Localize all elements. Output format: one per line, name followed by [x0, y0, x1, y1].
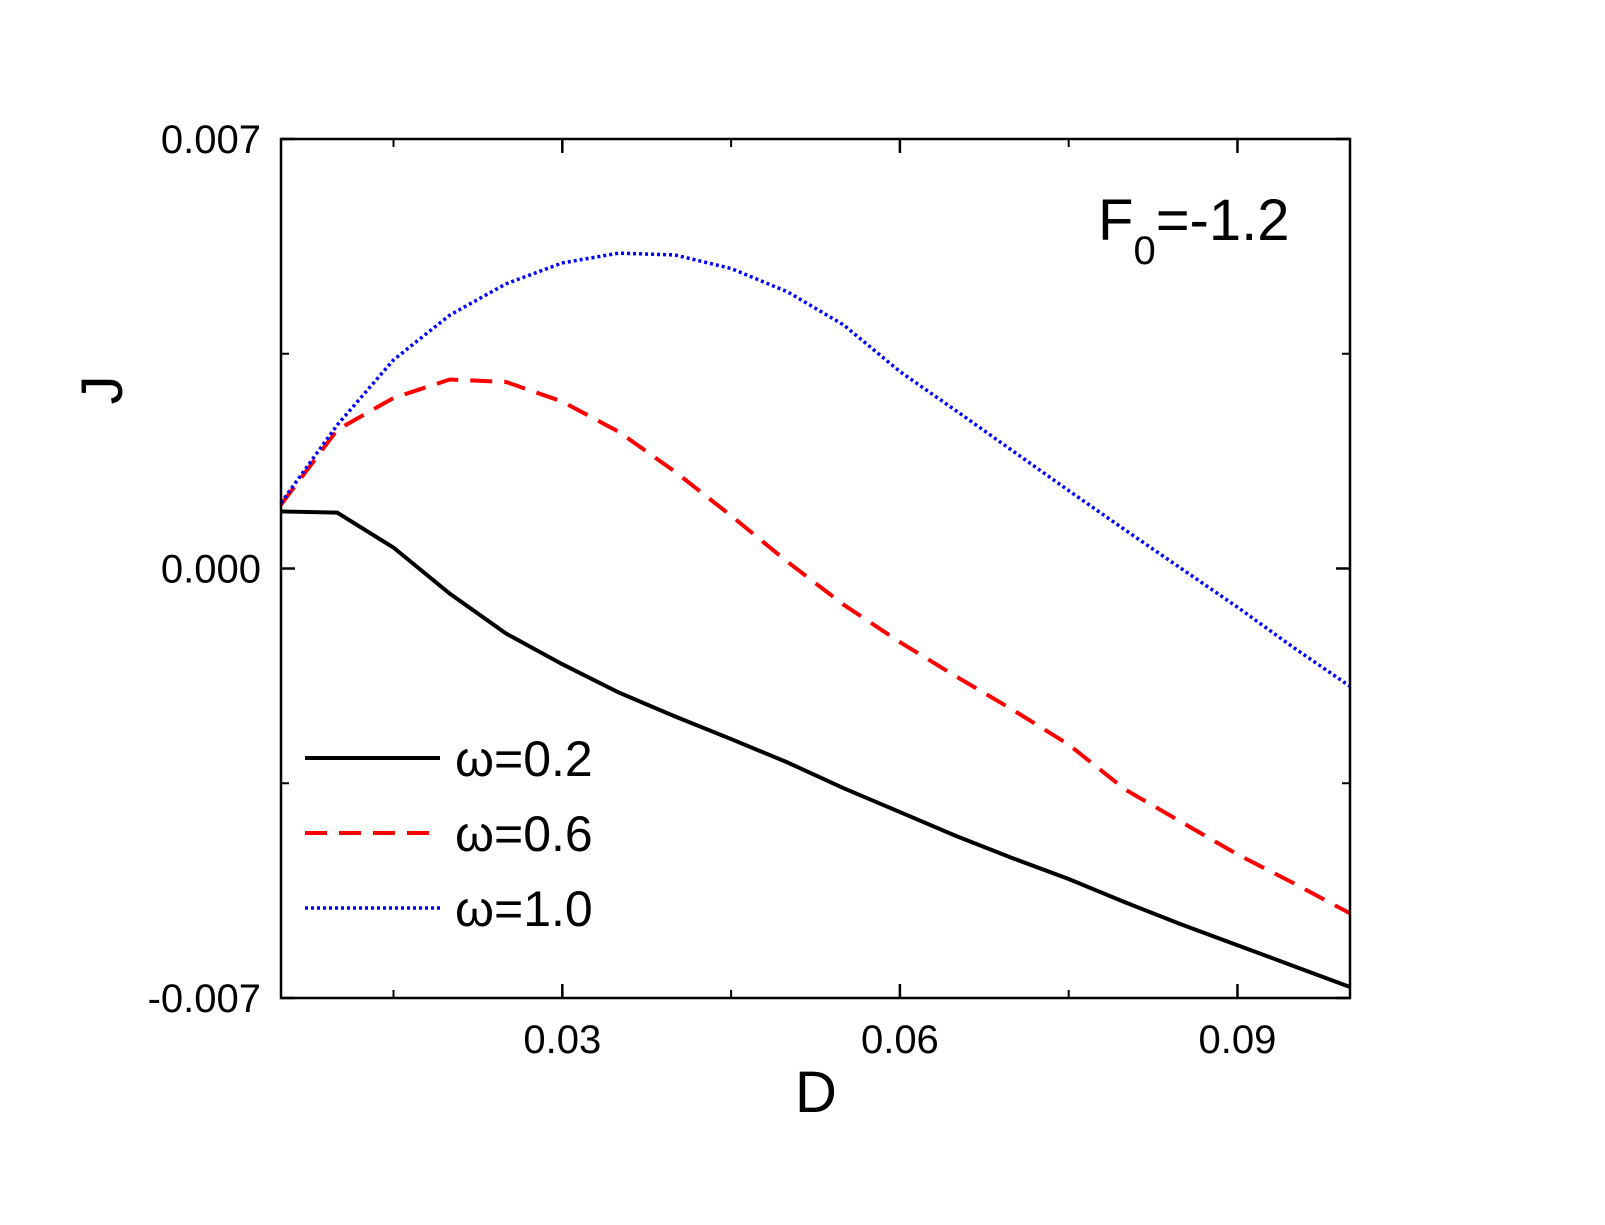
- y-tick-label: 0.000: [161, 548, 261, 592]
- annotation: F0=-1.2: [1098, 188, 1290, 273]
- data-line: [279, 251, 1351, 688]
- annotation-subscript: 0: [1133, 229, 1155, 273]
- annotation-main: F: [1098, 188, 1133, 253]
- y-axis-label: J: [70, 376, 135, 405]
- legend-label: ω=0.2: [455, 731, 593, 787]
- y-tick-label: -0.007: [148, 977, 261, 1021]
- x-tick-label: 0.03: [523, 1018, 601, 1062]
- legend-label: ω=1.0: [455, 881, 593, 937]
- legend-label: ω=0.6: [455, 806, 593, 862]
- x-tick-label: 0.06: [861, 1018, 939, 1062]
- data-line: [280, 509, 1351, 989]
- x-axis-label: D: [795, 1060, 837, 1125]
- annotation-suffix: =-1.2: [1156, 188, 1290, 253]
- data-line: [279, 377, 1351, 916]
- y-tick-label: 0.007: [161, 118, 261, 162]
- x-tick-label: 0.09: [1199, 1018, 1277, 1062]
- plot-frame: [279, 137, 1352, 1000]
